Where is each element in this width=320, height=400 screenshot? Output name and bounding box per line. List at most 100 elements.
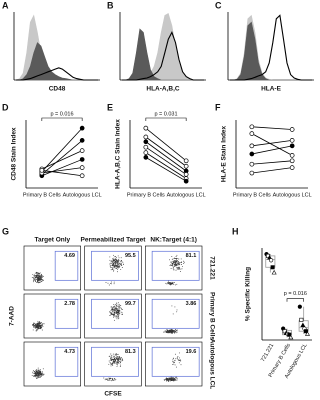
event-dot (35, 324, 37, 326)
event-dot (38, 374, 40, 376)
event-dot (178, 261, 179, 262)
event-dot (41, 277, 43, 279)
event-dot (110, 260, 112, 262)
event-dot (123, 263, 124, 265)
event-dot (172, 263, 174, 265)
event-dot (119, 357, 121, 359)
event-dot (113, 319, 115, 321)
event-dot (117, 316, 119, 318)
event-dot (34, 374, 36, 376)
event-dot (36, 372, 38, 374)
event-dot (115, 317, 117, 319)
gate-percent: 19.6 (186, 349, 197, 355)
event-dot (41, 327, 43, 329)
event-dot (168, 377, 170, 379)
event-dot (40, 326, 42, 327)
event-dot (176, 329, 178, 331)
event-dot (176, 262, 178, 264)
donor-point (249, 161, 255, 167)
pair-line (145, 136, 187, 167)
event-dot (40, 321, 42, 323)
gate-percent: 3.86 (186, 301, 197, 307)
event-dot (32, 273, 34, 275)
event-dot (113, 264, 115, 266)
event-dot (176, 268, 178, 270)
event-dot (172, 377, 174, 379)
event-dot (173, 283, 175, 285)
p-value: p = 0.016 (284, 291, 307, 297)
event-dot (169, 330, 171, 332)
event-dot (113, 309, 115, 311)
event-dot (122, 261, 124, 263)
event-dot (176, 378, 178, 380)
event-dot (176, 266, 178, 268)
event-dot (114, 309, 116, 311)
event-dot (170, 332, 172, 334)
event-dot (175, 257, 177, 259)
event-dot (174, 376, 176, 378)
event-dot (41, 324, 43, 326)
event-dot (107, 282, 109, 284)
event-dot (110, 306, 112, 308)
event-dot (41, 322, 42, 324)
event-dot (108, 284, 110, 286)
event-dot (35, 376, 36, 378)
event-dot (173, 329, 175, 331)
event-dot (35, 329, 37, 331)
event-dot (117, 358, 119, 360)
panel-label: C (215, 0, 222, 10)
event-dot (113, 283, 115, 285)
event-dot (111, 364, 113, 365)
pair-line (251, 160, 293, 165)
event-dot (174, 262, 176, 264)
event-dot (114, 362, 115, 364)
event-dot (170, 283, 172, 285)
event-dot (38, 327, 40, 329)
event-dot (114, 353, 116, 355)
gate-percent: 4.73 (64, 349, 75, 355)
event-dot (108, 377, 110, 379)
event-dot (38, 377, 40, 378)
event-cloud (32, 320, 45, 332)
event-dot (121, 360, 123, 362)
event-dot (168, 282, 170, 284)
event-dot (37, 280, 39, 281)
event-dot (177, 263, 179, 264)
event-dot (173, 379, 175, 381)
donor-point (268, 258, 274, 263)
event-dot (113, 257, 115, 259)
y-axis-label: HLA-E Stain Index (221, 125, 228, 182)
event-dot (176, 260, 178, 262)
event-dot (181, 261, 183, 263)
event-dot (34, 275, 36, 277)
pair-line (145, 157, 187, 182)
event-dot (38, 325, 40, 327)
event-dot (34, 322, 35, 324)
event-dot (115, 264, 117, 266)
event-dot (176, 356, 178, 358)
event-dot (119, 260, 121, 262)
event-dot (108, 360, 110, 362)
event-dot (32, 329, 34, 331)
event-dot (176, 261, 178, 263)
event-dot (32, 372, 34, 374)
donor-point (183, 178, 189, 184)
event-dot (167, 280, 169, 282)
x-tick-label: Primary B Cells (233, 192, 271, 198)
event-cloud (31, 367, 45, 379)
event-dot (38, 371, 40, 373)
event-dot (37, 277, 39, 279)
event-dot (37, 320, 39, 322)
event-dot (178, 258, 180, 260)
event-dot (38, 279, 40, 281)
event-dot (117, 313, 119, 315)
event-dot (177, 268, 179, 270)
event-dot (40, 279, 42, 280)
event-dot (112, 379, 114, 381)
event-dot (108, 363, 110, 365)
event-dot (36, 276, 38, 278)
event-dot (115, 309, 117, 311)
donor-point (183, 172, 189, 177)
donor-point (143, 125, 149, 131)
event-dot (170, 268, 172, 270)
